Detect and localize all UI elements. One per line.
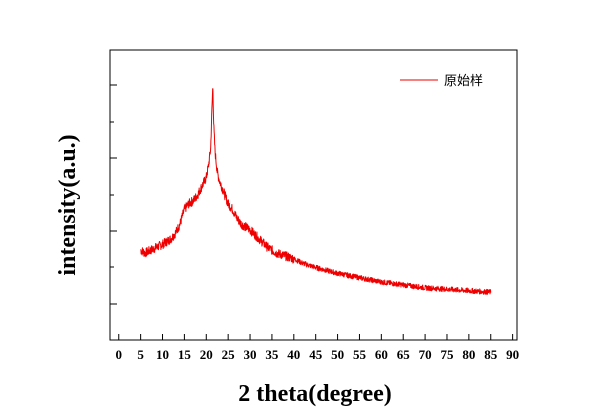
x-tick-label: 50 (331, 347, 344, 362)
x-tick-label: 65 (397, 347, 411, 362)
x-tick-label: 5 (137, 347, 144, 362)
x-tick-label: 70 (419, 347, 432, 362)
x-tick-label: 40 (287, 347, 300, 362)
x-tick-label: 15 (178, 347, 192, 362)
x-tick-label: 35 (265, 347, 279, 362)
series-line (140, 88, 492, 295)
x-tick-label: 45 (309, 347, 323, 362)
x-axis-ticks (118, 334, 514, 340)
x-tick-label: 55 (353, 347, 367, 362)
x-axis-title: 2 theta(degree) (238, 381, 392, 407)
x-tick-label: 90 (506, 347, 519, 362)
x-tick-label: 20 (200, 347, 213, 362)
y-axis-ticks (110, 84, 117, 305)
plot-frame (109, 49, 518, 341)
x-tick-label: 30 (244, 347, 257, 362)
x-tick-label: 75 (440, 347, 454, 362)
x-axis-tick-labels: 0 5 10 15 20 25 30 35 40 45 50 55 60 65 70 75 80 85 90 (116, 347, 520, 362)
x-tick-label: 60 (375, 347, 388, 362)
x-tick-label: 85 (484, 347, 498, 362)
legend-label: 原始样 (444, 74, 483, 89)
x-tick-label: 0 (116, 347, 123, 362)
y-axis-title: intensity(a.u.) (55, 134, 81, 275)
x-tick-label: 25 (222, 347, 236, 362)
x-tick-label: 80 (462, 347, 475, 362)
x-tick-label: 10 (156, 347, 169, 362)
